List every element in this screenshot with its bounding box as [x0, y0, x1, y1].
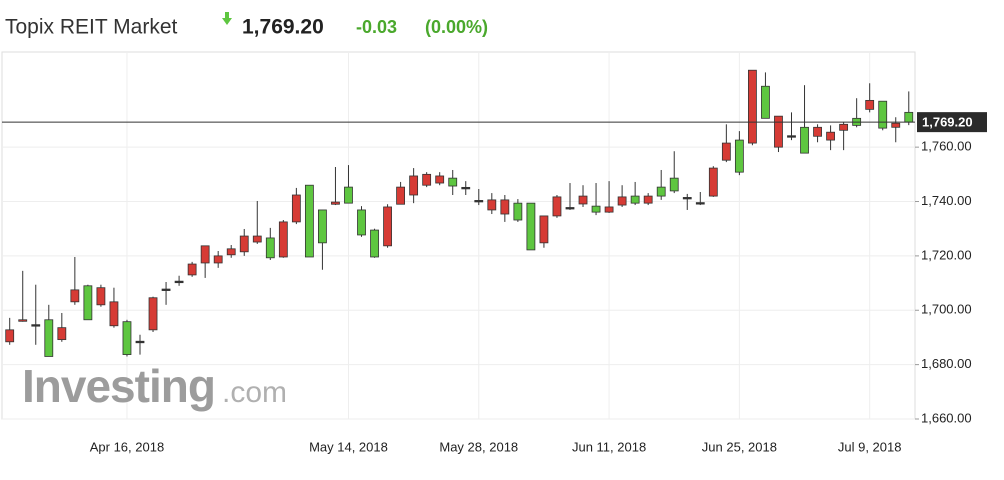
- candle-body: [487, 199, 497, 211]
- candle-body: [44, 319, 54, 357]
- candle-body: [409, 175, 419, 196]
- candle-body: [721, 142, 731, 161]
- candle-body: [839, 123, 849, 131]
- y-tick-label: 1,660.00: [921, 410, 972, 425]
- x-tick-label: Jun 11, 2018: [572, 439, 646, 454]
- candle-body: [591, 205, 601, 213]
- candle-body: [748, 69, 757, 144]
- price: 1,769.20: [242, 16, 324, 39]
- candle-body: [265, 237, 275, 259]
- candle-body: [304, 184, 314, 258]
- last-price-label: 1,769.20: [922, 115, 973, 130]
- candle-body: [422, 173, 432, 186]
- change-pct: (0.00%): [425, 17, 488, 37]
- candle-body: [70, 289, 80, 303]
- candle-body: [252, 235, 262, 243]
- candle-body: [474, 200, 484, 203]
- candle-body: [148, 297, 158, 331]
- x-tick-label: Jun 25, 2018: [702, 439, 777, 454]
- x-tick-label: May 28, 2018: [439, 439, 518, 454]
- candle-body: [331, 201, 340, 205]
- y-tick-label: 1,720.00: [921, 247, 972, 262]
- candle-body: [865, 99, 875, 110]
- candle-body: [396, 186, 406, 205]
- candle-body: [708, 167, 718, 197]
- candle-body: [291, 194, 301, 223]
- candle-body: [878, 100, 888, 129]
- candle-body: [643, 195, 653, 204]
- watermark: Investing: [22, 360, 215, 412]
- candle-body: [435, 175, 445, 184]
- candle-body: [565, 207, 575, 210]
- candle-body: [18, 319, 28, 322]
- candle-body: [787, 135, 796, 138]
- candle-body: [734, 139, 744, 173]
- candle-body: [318, 209, 327, 244]
- candle-body: [826, 131, 835, 141]
- candle-body: [239, 235, 249, 253]
- candle-body: [278, 221, 288, 258]
- candle-body: [31, 324, 41, 327]
- candle-body: [513, 202, 523, 221]
- candle-body: [461, 186, 471, 190]
- candle-body: [174, 280, 184, 284]
- candle-body: [774, 115, 783, 148]
- candle-body: [83, 285, 93, 321]
- candle-body: [617, 196, 627, 206]
- candle-body: [656, 186, 666, 197]
- candle-body: [213, 255, 223, 264]
- watermark-suffix: .com: [222, 376, 287, 409]
- candle-body: [813, 126, 822, 137]
- chart-title: Topix REIT Market: [5, 16, 177, 39]
- candle-body: [448, 177, 458, 187]
- candle-body: [761, 85, 770, 119]
- candle-body: [891, 122, 901, 128]
- last-price-tag: [917, 112, 987, 133]
- candle-body: [539, 215, 549, 244]
- candle-body: [344, 186, 353, 204]
- candle-body: [226, 248, 236, 256]
- y-tick-label: 1,740.00: [921, 193, 972, 208]
- y-tick-label: 1,760.00: [921, 139, 972, 154]
- x-tick-label: Apr 16, 2018: [90, 439, 164, 454]
- candle-body: [578, 195, 588, 205]
- candle-body: [669, 177, 679, 192]
- candle-body: [161, 288, 171, 291]
- down-arrow: [222, 12, 232, 25]
- candle-body: [500, 199, 510, 215]
- x-tick-label: May 14, 2018: [309, 439, 388, 454]
- candle-body: [187, 263, 197, 276]
- candle-body: [604, 206, 614, 213]
- candle-body: [383, 206, 392, 247]
- candle-body: [904, 111, 914, 123]
- candle-body: [526, 202, 536, 251]
- y-tick-label: 1,680.00: [921, 356, 972, 371]
- candle-body: [695, 202, 705, 205]
- candle-body: [122, 321, 132, 355]
- candle-body: [109, 301, 119, 327]
- change: -0.03: [356, 17, 397, 37]
- candle-body: [357, 209, 366, 236]
- candle-body: [57, 327, 67, 341]
- candle-body: [370, 229, 379, 258]
- x-tick-label: Jul 9, 2018: [838, 439, 902, 454]
- candle-body: [800, 126, 809, 154]
- candle-body: [630, 195, 640, 204]
- candle-body: [682, 197, 692, 200]
- candle-body: [96, 287, 106, 306]
- y-tick-label: 1,700.00: [921, 302, 972, 317]
- candle-body: [552, 196, 562, 217]
- candle-body: [5, 329, 15, 343]
- candle-body: [135, 340, 145, 344]
- candle-body: [200, 245, 210, 264]
